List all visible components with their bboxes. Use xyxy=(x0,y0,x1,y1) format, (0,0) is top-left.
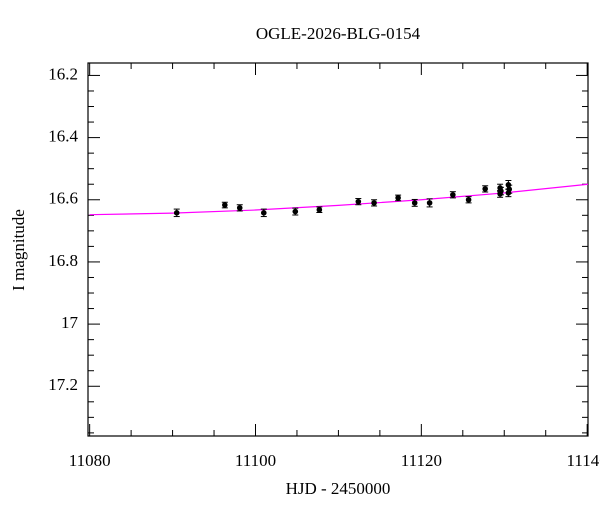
data-point xyxy=(482,186,488,192)
data-point xyxy=(465,196,472,203)
data-point xyxy=(260,210,267,216)
plot-frame xyxy=(87,62,589,437)
y-tick-label: 16.8 xyxy=(48,251,78,270)
y-tick-label: 16.2 xyxy=(48,64,78,83)
chart-title: OGLE-2026-BLG-0154 xyxy=(256,24,421,43)
data-point xyxy=(371,200,377,206)
x-tick-label: 11120 xyxy=(401,451,442,470)
data-point xyxy=(316,206,323,213)
data-point xyxy=(292,208,299,215)
data-point xyxy=(355,198,362,205)
y-tick-label: 16.4 xyxy=(48,127,78,146)
data-point xyxy=(498,188,504,194)
data-point xyxy=(506,186,513,192)
x-tick-label: 11100 xyxy=(235,451,276,470)
data-point xyxy=(173,210,180,216)
y-tick-label: 17 xyxy=(61,313,79,332)
y-tick-label: 16.6 xyxy=(48,189,78,208)
y-axis-label: I magnitude xyxy=(9,209,28,291)
data-point xyxy=(395,195,401,201)
data-point xyxy=(450,191,456,198)
x-tick-label: 11080 xyxy=(69,451,111,470)
data-point xyxy=(222,202,228,208)
x-tick-label: 11140 xyxy=(567,451,600,470)
data-point xyxy=(236,205,243,211)
model-curve xyxy=(89,183,589,216)
x-axis-label: HJD - 2450000 xyxy=(286,479,391,498)
data-point xyxy=(426,200,433,206)
data-point xyxy=(411,200,418,206)
y-tick-label: 17.2 xyxy=(48,375,78,394)
